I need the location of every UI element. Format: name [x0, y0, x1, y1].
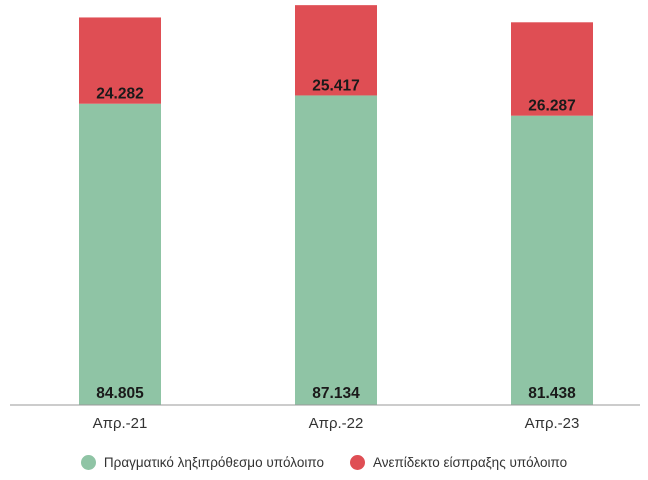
bar-actual-cat2 — [295, 95, 377, 405]
data-label-actual-cat1: 84.805 — [96, 385, 144, 402]
stacked-bar-chart: 84.805 24.282 87.134 25.417 81.438 26.287 Απρ… — [10, 5, 640, 432]
x-tick-label-cat2: Απρ.-22 — [309, 415, 364, 432]
data-label-bad-debt-cat2: 25.417 — [312, 77, 359, 94]
legend-swatch-actual — [80, 455, 96, 470]
bar-actual-cat3 — [511, 115, 593, 405]
legend-item-bad-debt: Ανεπίδεκτο είσπραξης υπόλοιπο — [349, 455, 568, 470]
data-label-actual-cat3: 81.438 — [528, 385, 576, 402]
ticks-layer: Απρ.-21 Απρ.-22 Απρ.-23 — [93, 415, 580, 432]
bars-layer — [79, 5, 593, 405]
legend-swatch-bad-debt — [349, 455, 365, 470]
legend-label-bad-debt: Ανεπίδεκτο είσπραξης υπόλοιπο — [372, 455, 568, 470]
bar-bad-debt-cat2 — [295, 5, 377, 96]
legend-item-actual: Πραγματικό ληξιπρόθεσμο υπόλοιπο — [80, 455, 324, 470]
labels-layer: 84.805 24.282 87.134 25.417 81.438 26.287 — [96, 77, 576, 402]
legend: Πραγματικό ληξιπρόθεσμο υπόλοιπο Ανεπίδε… — [0, 455, 648, 470]
legend-label-actual: Πραγματικό ληξιπρόθεσμο υπόλοιπο — [103, 455, 324, 470]
bar-actual-cat1 — [79, 103, 161, 405]
data-label-actual-cat2: 87.134 — [312, 385, 360, 402]
bar-bad-debt-cat3 — [511, 22, 593, 116]
x-tick-label-cat1: Απρ.-21 — [93, 415, 148, 432]
bar-bad-debt-cat1 — [79, 17, 161, 104]
data-label-bad-debt-cat3: 26.287 — [528, 98, 575, 115]
data-label-bad-debt-cat1: 24.282 — [96, 86, 143, 103]
x-tick-label-cat3: Απρ.-23 — [525, 415, 580, 432]
